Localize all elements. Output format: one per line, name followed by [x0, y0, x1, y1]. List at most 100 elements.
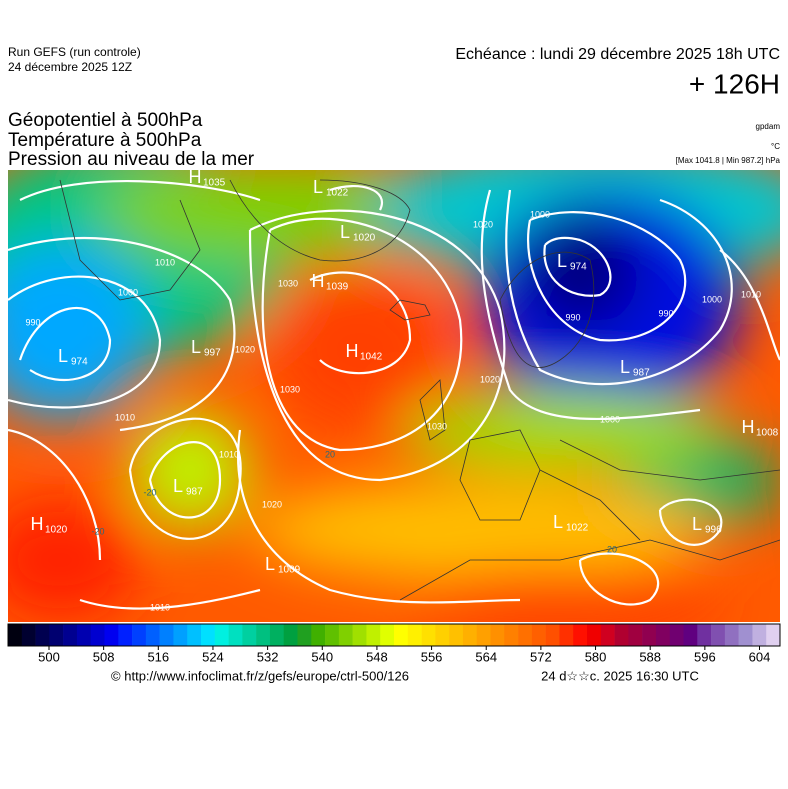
pressure-center-kind: H [189, 167, 202, 187]
colorbar-swatch [724, 624, 739, 646]
colorbar-swatch [104, 624, 119, 646]
colorbar-swatch [187, 624, 202, 646]
pressure-center-kind: L [553, 512, 563, 532]
colorbar-swatch [545, 624, 560, 646]
pressure-center-kind: L [265, 554, 275, 574]
colorbar-tick-label: 516 [147, 649, 169, 664]
colorbar-tick-label: 540 [311, 649, 333, 664]
colorbar-swatch [380, 624, 395, 646]
isobar-label: 1020 [262, 499, 282, 509]
colorbar-swatch [366, 624, 381, 646]
pressure-center-value: 1009 [278, 565, 301, 576]
pressure-center-kind: H [346, 341, 359, 361]
echeance: Echéance : lundi 29 décembre 2025 18h UT… [455, 46, 780, 63]
colorbar-swatch [352, 624, 367, 646]
pressure-center-kind: L [620, 357, 630, 377]
unit: gpdam [756, 122, 781, 131]
pressure-center-value: 974 [71, 357, 88, 368]
colorbar-swatch [752, 624, 767, 646]
colorbar-swatch [21, 624, 36, 646]
pressure-center-value: 1035 [203, 178, 226, 189]
colorbar-swatch [242, 624, 257, 646]
isobars [8, 179, 780, 610]
isobar-label: 1030 [278, 278, 298, 288]
colorbar-swatch [504, 624, 519, 646]
isobar-label: 1000 [118, 287, 138, 297]
pressure-center-kind: L [692, 514, 702, 534]
colorbar-swatch [76, 624, 92, 646]
isobar-label: 1030 [427, 421, 447, 431]
isobar-label: 990 [25, 317, 40, 327]
colorbar-swatch [90, 624, 105, 646]
colorbar-swatch [697, 624, 712, 646]
isobar-label: 1010 [150, 602, 170, 612]
colorbar-tick-label: 580 [585, 649, 607, 664]
colorbar-swatch [573, 624, 588, 646]
isotherm-label: 20 [325, 449, 335, 459]
colorbar-tick-label: 508 [93, 649, 115, 664]
colorbar-swatch [655, 624, 671, 646]
pressure-center-kind: H [742, 417, 755, 437]
colorbar-swatch [394, 624, 409, 646]
title: Géopotentiel à 500hPa [8, 110, 203, 131]
colorbar-swatch [435, 624, 450, 646]
colorbar-tick-label: 548 [366, 649, 388, 664]
colorbar-swatch [559, 624, 574, 646]
isobar-label: 1010 [741, 289, 761, 299]
isobar-label: 1020 [480, 374, 500, 384]
pressure-center-value: 1020 [353, 233, 376, 244]
colorbar-tick-label: 532 [257, 649, 279, 664]
isotherm-label: -20 [91, 526, 104, 536]
pressure-center-value: 997 [204, 348, 221, 359]
coastlines [59, 179, 780, 601]
run: Run GEFS (run controle) [8, 45, 141, 59]
colorbar-swatch [711, 624, 726, 646]
colorbar-swatch [8, 624, 23, 646]
isobar-label: 1000 [530, 209, 550, 219]
colorbar-swatch [145, 624, 160, 646]
colorbar-swatch [338, 624, 353, 646]
colorbar-swatch [531, 624, 546, 646]
title: Pression au niveau de la mer [8, 149, 255, 170]
colorbar-swatch [766, 624, 781, 646]
colorbar-swatch [269, 624, 285, 646]
colorbar-swatch [628, 624, 643, 646]
isobar-label: 1020 [235, 344, 255, 354]
colorbar-swatch [669, 624, 684, 646]
colorbar-swatch [214, 624, 229, 646]
isotherm-label: 20 [607, 544, 617, 554]
pressure-center-kind: L [58, 346, 68, 366]
isobar-label: 1000 [600, 414, 620, 424]
colorbar-swatch [173, 624, 188, 646]
colorbar-frame [7, 623, 781, 647]
pressure-center-value: 1022 [566, 523, 589, 534]
pressure-center-value: 1039 [326, 282, 349, 293]
colorbar-swatch [518, 624, 533, 646]
colorbar-swatch [35, 624, 50, 646]
pressure-center-value: 1042 [360, 352, 383, 363]
colorbar-swatch [311, 624, 326, 646]
colorbar-swatch [49, 624, 64, 646]
colorbar-swatch [297, 624, 312, 646]
colorbar-swatch [614, 624, 629, 646]
pressure-center-kind: L [173, 476, 183, 496]
isobar-label: 1010 [115, 412, 135, 422]
run-date: 24 décembre 2025 12Z [8, 60, 132, 74]
colorbar-swatch [407, 624, 422, 646]
colorbar-swatch [490, 624, 505, 646]
pressure-center-kind: L [191, 337, 201, 357]
colorbar-tick-label: 564 [475, 649, 497, 664]
colorbar-tick-label: 572 [530, 649, 552, 664]
timestamp: 24 d☆☆c. 2025 16:30 UTC [541, 668, 699, 683]
colorbar-swatch [462, 624, 478, 646]
colorbar-swatch [159, 624, 174, 646]
pressure-center-value: 1020 [45, 525, 68, 536]
title: Température à 500hPa [8, 130, 202, 151]
unit: °C [771, 142, 780, 151]
colorbar-tick-label: 556 [421, 649, 443, 664]
pressure-center-value: 1008 [756, 428, 779, 439]
colorbar-tick-label: 588 [639, 649, 661, 664]
colorbar-swatch [587, 624, 602, 646]
